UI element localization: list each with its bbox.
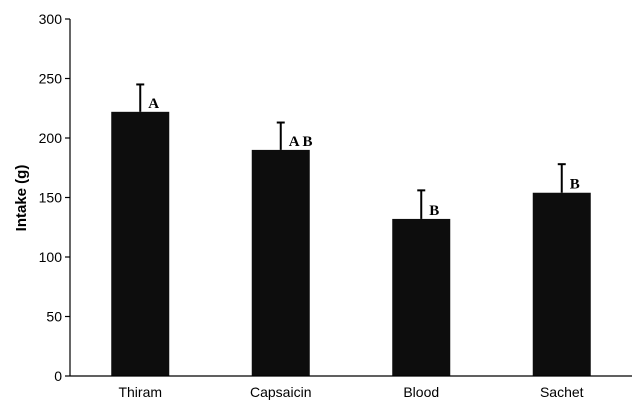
y-tick-label: 50 (46, 309, 62, 325)
x-tick-label-sachet: Sachet (540, 384, 584, 400)
y-tick-label: 150 (39, 190, 63, 206)
x-tick-label-capsaicin: Capsaicin (250, 384, 311, 400)
x-tick-label-blood: Blood (403, 384, 439, 400)
bar-thiram (111, 111, 170, 376)
significance-label-sachet: B (570, 177, 580, 193)
x-axis-tick-labels: Thiram Capsaicin Blood Sachet (118, 384, 583, 400)
y-axis-ticks: 0 50 100 150 200 250 300 (39, 11, 70, 384)
y-tick-label: 300 (39, 11, 63, 27)
significance-label-thiram: A (148, 96, 159, 112)
bars (111, 111, 591, 376)
y-tick-label: 200 (39, 130, 63, 146)
significance-label-capsaicin: A B (289, 134, 313, 150)
y-tick-label: 250 (39, 71, 63, 87)
bar-blood (392, 218, 451, 376)
significance-labels: A A B B B (148, 96, 580, 219)
y-axis-title: Intake (g) (13, 165, 30, 232)
bar-sachet (532, 192, 591, 376)
y-tick-label: 100 (39, 249, 63, 265)
x-tick-label-thiram: Thiram (118, 384, 162, 400)
bar-capsaicin (251, 149, 310, 376)
error-bars (136, 83, 566, 219)
significance-label-blood: B (429, 203, 439, 219)
y-tick-label: 0 (54, 368, 62, 384)
